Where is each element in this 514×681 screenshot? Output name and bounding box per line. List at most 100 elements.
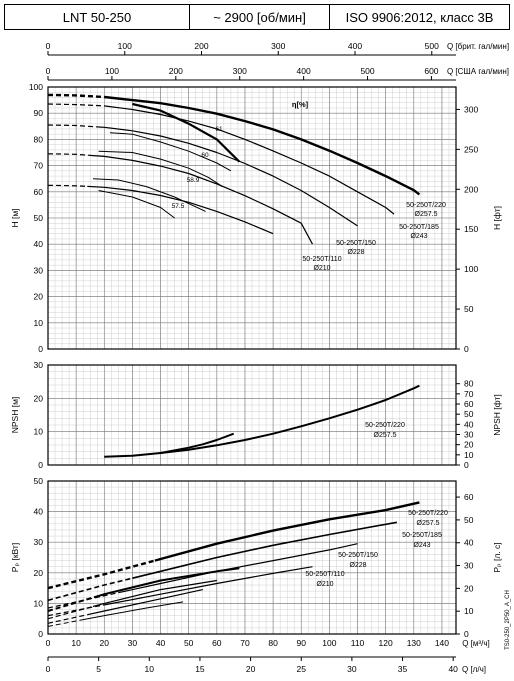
q-m3h-tick-label: 60 bbox=[212, 638, 222, 648]
power-series-label: 50-250T/185 bbox=[402, 532, 442, 539]
efficiency-curve-label: 61 bbox=[215, 126, 223, 133]
head-y2-tick-label: 50 bbox=[464, 304, 474, 314]
head-y2-tick-label: 250 bbox=[464, 144, 478, 154]
head-y2-tick-label: 200 bbox=[464, 184, 478, 194]
head-series-label: 50-250T/220 bbox=[406, 202, 446, 209]
q-m3h-tick-label: 130 bbox=[407, 638, 421, 648]
q-imp-tick-label: 0 bbox=[46, 41, 51, 51]
efficiency-curve-label: 57.5 bbox=[172, 203, 185, 210]
efficiency-curve bbox=[98, 190, 175, 219]
head-series-label: 50-250T/110 bbox=[302, 256, 341, 263]
npsh-y2-tick-label: 0 bbox=[464, 460, 469, 470]
head-y-tick-label: 80 bbox=[34, 134, 44, 144]
head-curve bbox=[87, 185, 274, 235]
efficiency-label: η[%] bbox=[292, 100, 309, 109]
header-standard: ISO 9906:2012, класс 3B bbox=[329, 4, 510, 30]
npsh-curve bbox=[160, 432, 235, 454]
q-usg-tick-label: 200 bbox=[169, 66, 183, 76]
efficiency-curve-label: 60 bbox=[201, 152, 209, 159]
q-m3h-tick-label: 20 bbox=[100, 638, 110, 648]
power-series-label: 50-250T/110 bbox=[305, 571, 344, 578]
q-m3h-tick-label: 30 bbox=[128, 638, 138, 648]
npsh-y2-tick-label: 30 bbox=[464, 430, 474, 440]
q-ls-tick-label: 5 bbox=[96, 664, 101, 674]
npsh-y2-tick-label: 70 bbox=[464, 389, 474, 399]
npsh-y2-tick-label: 50 bbox=[464, 409, 474, 419]
power-curve-dashed bbox=[47, 619, 82, 627]
q-usg-tick-label: 600 bbox=[424, 66, 438, 76]
standard-label: ISO 9906:2012, класс 3B bbox=[345, 9, 494, 25]
power-y2-tick-label: 0 bbox=[464, 629, 469, 639]
power-curve bbox=[118, 543, 358, 594]
q-ls-tick-label: 15 bbox=[195, 664, 205, 674]
q-ls-tick-label: 40 bbox=[448, 664, 458, 674]
q-imp-tick-label: 200 bbox=[194, 41, 208, 51]
model-label: LNT 50-250 bbox=[62, 9, 132, 25]
q-ls-tick-label: 35 bbox=[398, 664, 408, 674]
q-m3h-tick-label: 40 bbox=[156, 638, 166, 648]
q-m3h-axis-label: Q [м³/ч] bbox=[462, 639, 489, 648]
q-imp-tick-label: 400 bbox=[348, 41, 362, 51]
power-curve bbox=[87, 589, 203, 616]
npsh-series-label: 50-250T/220 bbox=[365, 422, 405, 429]
npsh-y2-tick-label: 60 bbox=[464, 399, 474, 409]
head-series-label: Ø257.5 bbox=[415, 211, 438, 218]
power-series-label: 50-250T/220 bbox=[408, 510, 448, 517]
q-imp-tick-label: 100 bbox=[118, 41, 132, 51]
head-y-tick-label: 10 bbox=[34, 318, 44, 328]
npsh-y-tick-label: 20 bbox=[34, 393, 44, 403]
head-y-tick-label: 100 bbox=[29, 82, 43, 92]
power-curve-dashed bbox=[47, 614, 88, 624]
power-curve bbox=[92, 579, 217, 608]
npsh-frame bbox=[47, 364, 457, 466]
head-y-tick-label: 90 bbox=[34, 108, 44, 118]
npsh-y2-tick-label: 80 bbox=[464, 379, 474, 389]
power-frame bbox=[47, 480, 457, 635]
q-imp-tick-label: 300 bbox=[271, 41, 285, 51]
head-series-label: Ø228 bbox=[347, 249, 364, 256]
power-curve-dashed bbox=[47, 559, 156, 590]
head-y2-tick-label: 100 bbox=[464, 264, 478, 274]
doc-code: TS0-250_2P50_A_CH bbox=[505, 590, 511, 650]
head-y-tick-label: 50 bbox=[34, 213, 44, 223]
head-y2-axis-label: H [фт] bbox=[492, 206, 502, 230]
q-ls-tick-label: 10 bbox=[145, 664, 155, 674]
head-curve-dashed bbox=[47, 124, 99, 128]
power-curve bbox=[104, 566, 313, 606]
q-m3h-tick-label: 80 bbox=[268, 638, 278, 648]
q-usg-tick-label: 0 bbox=[46, 66, 51, 76]
q-ls-tick-label: 0 bbox=[46, 664, 51, 674]
power-y2-axis-label: Pₚ [л. с] bbox=[492, 542, 502, 572]
q-m3h-tick-label: 120 bbox=[379, 638, 393, 648]
power-y-tick-label: 0 bbox=[38, 629, 43, 639]
q-m3h-tick-label: 110 bbox=[351, 638, 365, 648]
npsh-series-label: Ø257.5 bbox=[374, 432, 397, 439]
head-y-tick-label: 30 bbox=[34, 265, 44, 275]
power-series-label: Ø243 bbox=[413, 542, 430, 549]
head-y2-tick-label: 0 bbox=[464, 344, 469, 354]
head-y2-tick-label: 300 bbox=[464, 104, 478, 114]
power-curve-dashed bbox=[47, 605, 94, 620]
power-curve-dashed bbox=[47, 604, 105, 617]
npsh-y-axis-label: NPSH [м] bbox=[10, 397, 20, 434]
power-curve bbox=[132, 521, 398, 579]
q-ls-axis-label: Q [л/ч] bbox=[462, 665, 486, 674]
q-m3h-tick-label: 100 bbox=[322, 638, 336, 648]
q-m3h-tick-label: 90 bbox=[297, 638, 307, 648]
head-curve-dashed bbox=[47, 93, 105, 99]
npsh-y2-axis-label: NPSH [фт] bbox=[492, 394, 502, 435]
q-ls-tick-label: 25 bbox=[297, 664, 307, 674]
power-y-axis-label: Pₚ [кВт] bbox=[10, 543, 20, 572]
head-frame bbox=[47, 86, 457, 350]
power-y-tick-label: 50 bbox=[34, 476, 44, 486]
head-y-tick-label: 70 bbox=[34, 161, 44, 171]
q-imp-axis-label: Q [брит. гал/мин] bbox=[447, 42, 509, 51]
power-curve-dashed bbox=[47, 594, 99, 612]
q-usg-tick-label: 100 bbox=[105, 66, 119, 76]
power-y-tick-label: 40 bbox=[34, 507, 44, 517]
q-imp-tick-label: 500 bbox=[425, 41, 439, 51]
head-series-label: Ø243 bbox=[410, 233, 427, 240]
power-series-label: 50-250T/150 bbox=[338, 552, 378, 559]
power-curve bbox=[98, 567, 240, 597]
